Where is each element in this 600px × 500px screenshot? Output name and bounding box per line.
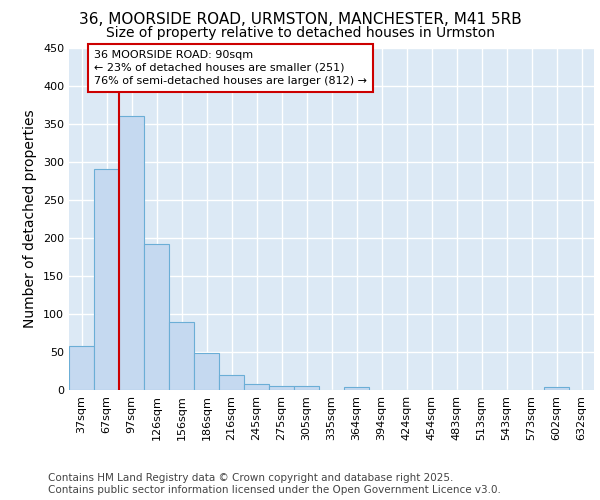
Bar	[544, 387, 569, 390]
Bar	[244, 384, 269, 390]
Bar	[294, 386, 319, 390]
Bar	[169, 322, 194, 390]
Text: 36, MOORSIDE ROAD, URMSTON, MANCHESTER, M41 5RB: 36, MOORSIDE ROAD, URMSTON, MANCHESTER, …	[79, 12, 521, 28]
Bar	[94, 170, 119, 390]
Y-axis label: Number of detached properties: Number of detached properties	[23, 110, 37, 328]
Bar	[119, 116, 144, 390]
Text: Size of property relative to detached houses in Urmston: Size of property relative to detached ho…	[106, 26, 494, 40]
Text: 36 MOORSIDE ROAD: 90sqm
← 23% of detached houses are smaller (251)
76% of semi-d: 36 MOORSIDE ROAD: 90sqm ← 23% of detache…	[94, 50, 367, 86]
Bar	[69, 346, 94, 390]
Bar	[344, 387, 369, 390]
Bar	[194, 354, 219, 390]
Bar	[144, 244, 169, 390]
Bar	[269, 386, 294, 390]
Text: Contains HM Land Registry data © Crown copyright and database right 2025.
Contai: Contains HM Land Registry data © Crown c…	[48, 474, 501, 495]
Bar	[219, 375, 244, 390]
